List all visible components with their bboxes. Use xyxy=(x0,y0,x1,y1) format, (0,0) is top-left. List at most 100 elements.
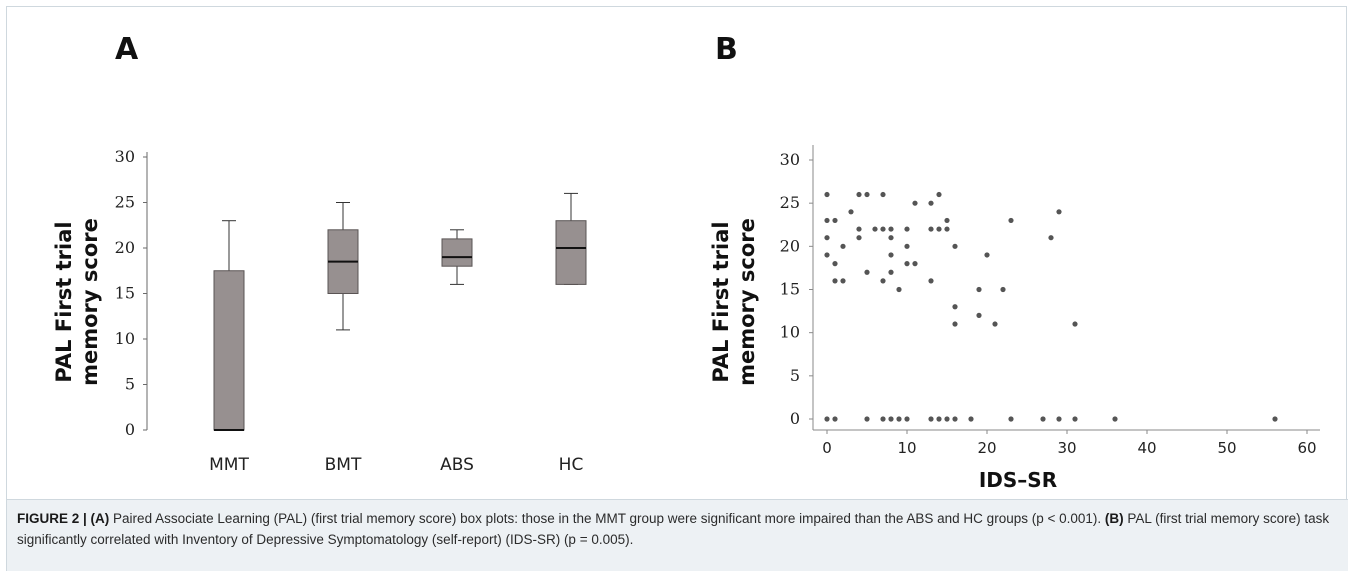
chart-a-category-label: MMT xyxy=(209,455,249,475)
chart-b-point xyxy=(976,312,982,318)
chart-b-ytick-label: 0 xyxy=(790,409,800,428)
chart-b-ytick-label: 30 xyxy=(780,150,800,169)
caption-figure-label: FIGURE 2 | xyxy=(17,511,91,526)
chart-b-point xyxy=(928,200,934,206)
chart-b-point xyxy=(856,235,862,241)
chart-b-point xyxy=(968,416,974,422)
figure-svg: A B PAL First trial memory score 0 5 10 15 2… xyxy=(52,32,1320,492)
chart-b-xtick-label: 20 xyxy=(977,439,996,457)
chart-b-point xyxy=(912,200,918,206)
chart-b-point xyxy=(880,416,886,422)
chart-b-point xyxy=(888,235,894,241)
caption-a-text: Paired Associate Learning (PAL) (first t… xyxy=(109,511,1105,526)
chart-b-point xyxy=(1000,286,1006,293)
chart-b-xtick-label: 30 xyxy=(1057,439,1076,457)
chart-b-point xyxy=(896,286,902,293)
chart-b-point xyxy=(1056,416,1062,422)
chart-b-point xyxy=(888,416,894,422)
figure-area: A B PAL First trial memory score 0 5 10 15 2… xyxy=(7,7,1348,495)
chart-a-ytick-label: 10 xyxy=(115,329,135,348)
chart-a-ylabel-line2: memory score xyxy=(78,218,102,386)
chart-b-ylabel-line1: PAL First trial xyxy=(709,221,733,382)
chart-b-xtick-label: 50 xyxy=(1217,439,1236,457)
chart-b-point xyxy=(952,416,958,422)
panel-a-letter: A xyxy=(115,32,139,67)
chart-a-category-label: BMT xyxy=(325,455,362,475)
chart-b-point xyxy=(904,226,910,232)
chart-b-point xyxy=(880,191,886,198)
chart-b-point xyxy=(904,243,910,249)
chart-b-point xyxy=(944,226,950,232)
chart-b-point xyxy=(824,416,830,422)
chart-b-xtick-label: 60 xyxy=(1297,439,1316,457)
chart-b-point xyxy=(904,416,910,422)
chart-b-point xyxy=(856,226,862,232)
chart-a-ytick-label: 30 xyxy=(115,147,135,166)
chart-b-point xyxy=(928,416,934,422)
chart-b-ylabel-line2: memory score xyxy=(735,218,759,386)
chart-b-point xyxy=(832,261,838,267)
chart-b-point xyxy=(864,269,870,275)
chart-b-point xyxy=(912,261,918,267)
chart-b-point xyxy=(840,278,846,284)
chart-b-point xyxy=(856,191,862,198)
chart-b-ytick-label: 10 xyxy=(780,323,800,342)
chart-b-point xyxy=(832,416,838,422)
chart-b-point xyxy=(824,235,830,241)
chart-b-point xyxy=(952,304,958,310)
chart-b-point xyxy=(832,217,838,224)
chart-b-point xyxy=(1056,209,1062,215)
chart-b-point xyxy=(872,226,878,232)
chart-a-box xyxy=(555,220,587,285)
chart-b-point xyxy=(896,416,902,422)
chart-b-point xyxy=(848,209,854,215)
chart-b-point xyxy=(1040,416,1046,422)
chart-b-point xyxy=(1272,416,1278,422)
chart-a-box xyxy=(213,270,245,431)
chart-b-point xyxy=(824,252,830,258)
chart-a-category-label: HC xyxy=(559,455,584,475)
chart-b-point xyxy=(936,416,942,422)
chart-b-point xyxy=(928,226,934,232)
chart-b-point xyxy=(936,191,942,198)
chart-b-point xyxy=(1072,321,1078,327)
chart-b-point xyxy=(840,243,846,249)
panel-b-letter: B xyxy=(715,32,738,67)
chart-b-ytick-label: 15 xyxy=(780,280,800,299)
chart-b-point xyxy=(880,278,886,284)
caption-b-text: PAL (first trial memory score) task sign… xyxy=(17,511,1330,547)
chart-b-point xyxy=(888,252,894,258)
box-plot-chart: PAL First trial memory score 0 5 10 15 20 25 3… xyxy=(52,147,587,475)
chart-a-ytick-label: 0 xyxy=(125,420,135,439)
chart-b-point xyxy=(976,286,982,293)
chart-b-point xyxy=(984,252,990,258)
figure-frame: A B PAL First trial memory score 0 5 10 15 2… xyxy=(6,6,1348,571)
chart-b-ytick-label: 5 xyxy=(790,366,800,385)
chart-b-point xyxy=(832,278,838,284)
chart-b-point xyxy=(992,321,998,327)
caption-b-tag: (B) xyxy=(1104,511,1124,526)
chart-b-point xyxy=(944,217,950,224)
chart-b-point xyxy=(1072,416,1078,422)
caption-a-tag: (A) xyxy=(90,511,110,526)
chart-b-point xyxy=(1048,235,1054,241)
chart-a-box xyxy=(441,238,473,267)
chart-b-point xyxy=(888,226,894,232)
chart-b-xtick-label: 0 xyxy=(822,439,832,457)
chart-b-point xyxy=(952,243,958,249)
chart-b-point xyxy=(1008,217,1014,224)
chart-b-xtick-label: 40 xyxy=(1137,439,1156,457)
chart-b-xtick-label: 10 xyxy=(897,439,916,457)
chart-b-point xyxy=(824,217,830,224)
chart-b-ytick-label: 20 xyxy=(780,236,800,255)
chart-a-ytick-label: 5 xyxy=(125,375,135,394)
chart-a-ytick-label: 15 xyxy=(115,284,135,303)
chart-a-category-label: ABS xyxy=(440,455,474,475)
chart-b-point xyxy=(1008,416,1014,422)
chart-b-point xyxy=(880,226,886,232)
chart-b-xlabel: IDS–SR xyxy=(979,468,1057,492)
chart-b-ytick-label: 25 xyxy=(780,193,800,212)
chart-a-ytick-label: 20 xyxy=(115,238,135,257)
chart-b-point xyxy=(864,416,870,422)
chart-b-point xyxy=(864,191,870,198)
